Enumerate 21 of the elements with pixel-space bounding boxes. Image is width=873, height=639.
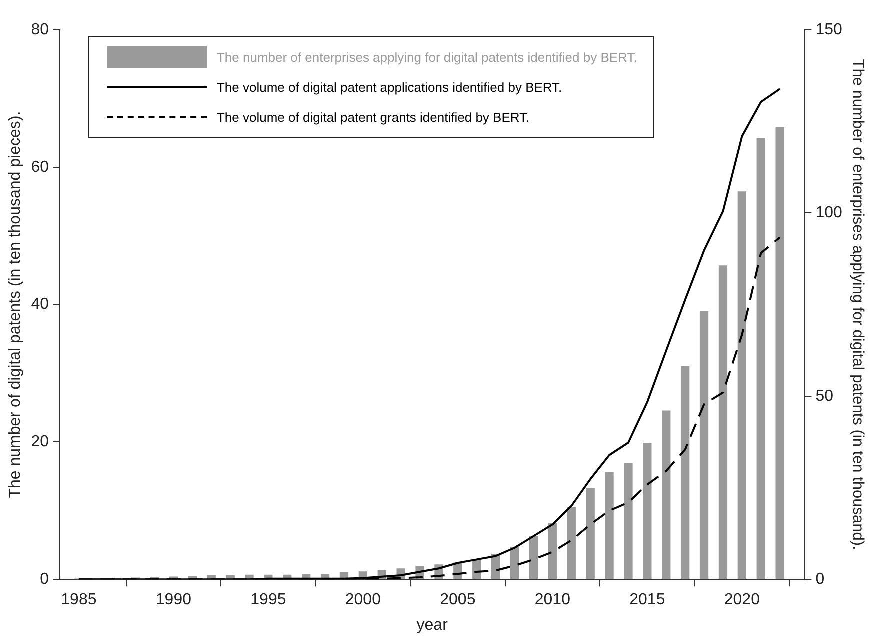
x-tick-label: 2015: [630, 592, 666, 609]
x-tick-label: 2005: [440, 592, 476, 609]
y-tick-label: 0: [40, 571, 50, 588]
x-axis-title: year: [416, 616, 449, 634]
y2-tick-label: 0: [816, 571, 825, 588]
y2-tick-label: 100: [816, 204, 842, 222]
legend-frame: The number of enterprises applying for digital patents identified by BERT. The volume of digital patent applications identified by BERT. The volume of digital patent grants identified by BERT.: [88, 36, 654, 138]
y2-tick-label: 150: [816, 21, 842, 38]
x-tick-label: 1995: [250, 592, 286, 609]
y-axis-title: The number of digital patents (in ten thousand pieces).: [7, 111, 24, 498]
y-tick-label: 80: [31, 21, 50, 38]
x-tick-label: 2010: [534, 592, 571, 609]
x-tick-label: 2000: [345, 592, 382, 609]
x-tick-label: 1985: [61, 592, 97, 609]
y2-axis-title: The number of enterprises applying for digital patents (in ten thousand).: [849, 59, 866, 550]
y-tick-label: 60: [31, 158, 50, 176]
y-tick-label: 40: [31, 296, 50, 314]
y2-tick-label: 50: [816, 388, 834, 405]
x-tick-label: 1990: [156, 592, 192, 609]
x-tick-label: 2020: [724, 592, 760, 609]
y-tick-label: 20: [31, 434, 50, 451]
